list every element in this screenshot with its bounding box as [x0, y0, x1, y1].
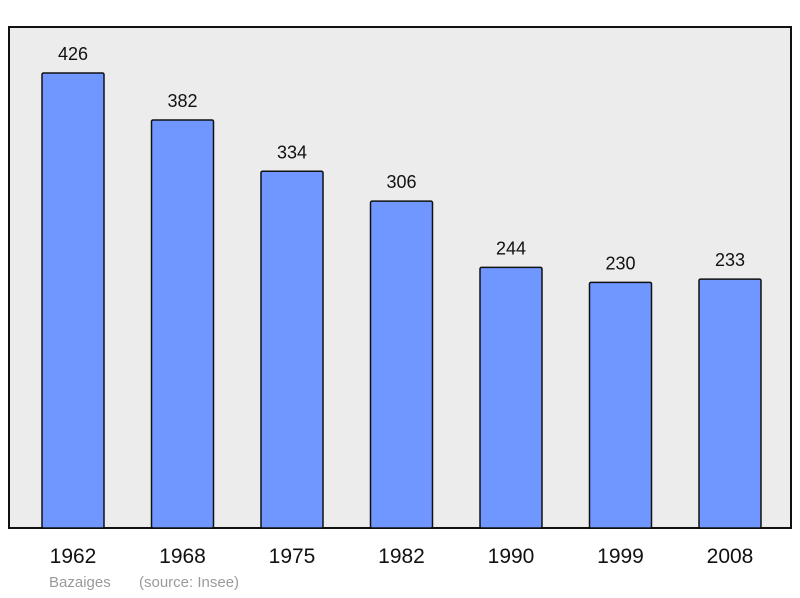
bar-1999	[588, 281, 653, 529]
x-tick-label-1999: 1999	[597, 545, 644, 568]
value-label-1999: 230	[605, 253, 635, 273]
bar-1962	[41, 72, 105, 529]
x-tick-label-1968: 1968	[159, 545, 206, 568]
x-tick-label-1975: 1975	[269, 545, 316, 568]
bar-1982	[369, 200, 434, 529]
footer-commune-name: Bazaiges	[49, 574, 111, 591]
value-label-1975: 334	[277, 142, 307, 162]
bar-1968	[150, 119, 215, 529]
value-label-1962: 426	[58, 44, 88, 64]
x-tick-labels-group: 1962 1968 1975 1982 1990 1999 2008	[50, 545, 754, 568]
x-tick-label-1990: 1990	[488, 545, 535, 568]
bar-2008	[698, 278, 762, 529]
value-label-1990: 244	[496, 238, 526, 258]
bars-group	[41, 72, 762, 529]
footer-source-note: (source: Insee)	[139, 574, 240, 591]
value-label-1982: 306	[386, 172, 416, 192]
bar-1990	[479, 266, 543, 529]
x-tick-label-2008: 2008	[707, 545, 754, 568]
bar-1975	[260, 170, 324, 529]
value-label-2008: 233	[715, 250, 745, 270]
value-labels-group: 426 382 334 306 244 230 233	[58, 44, 745, 273]
x-tick-label-1962: 1962	[50, 545, 97, 568]
value-label-1968: 382	[167, 91, 197, 111]
x-tick-label-1982: 1982	[378, 545, 425, 568]
